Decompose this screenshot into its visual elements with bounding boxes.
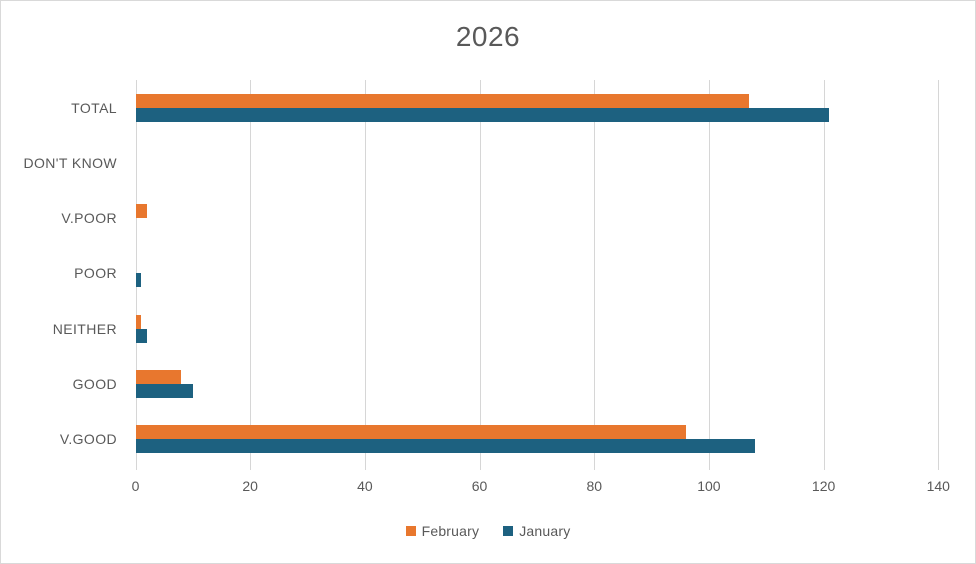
legend-swatch-january (503, 526, 514, 536)
bar-january-neither (135, 328, 147, 343)
bar-february-total (135, 93, 750, 108)
chart-title: 2026 (455, 21, 521, 52)
gridline-20 (250, 80, 252, 470)
legend-label-january: January (519, 523, 571, 539)
category-label-total: TOTAL (71, 99, 117, 116)
x-tick-label-20: 20 (242, 478, 258, 494)
gridline-40 (364, 80, 366, 470)
x-tick-label-140: 140 (926, 478, 950, 494)
category-label-don-t-know: DON'T KNOW (23, 154, 117, 171)
bar-february-v-good (135, 424, 686, 439)
category-label-good: GOOD (72, 375, 117, 392)
x-tick-label-120: 120 (811, 478, 836, 494)
legend-label-february: February (421, 523, 480, 539)
category-label-poor: POOR (74, 265, 117, 282)
bar-january-good (135, 383, 193, 398)
gridline-100 (708, 80, 710, 470)
bar-february-neither (135, 314, 142, 329)
legend-swatch-february (405, 526, 416, 536)
gridline-60 (479, 80, 481, 470)
gridline-120 (823, 80, 825, 470)
bar-january-v-good (135, 438, 755, 453)
bar-january-total (135, 107, 830, 122)
legend-item-january: January (503, 523, 570, 539)
x-tick-label-0: 0 (131, 478, 140, 494)
x-tick-label-100: 100 (697, 478, 721, 494)
x-tick-label-80: 80 (586, 478, 603, 494)
bar-february-good (135, 369, 182, 384)
category-label-v-good: V.GOOD (59, 430, 117, 447)
gridline-140 (938, 80, 940, 470)
legend: February January (1, 523, 975, 539)
bar-february-v-poor (135, 204, 147, 219)
legend-item-february: February (405, 523, 480, 539)
bar-january-poor (135, 273, 142, 288)
x-tick-label-60: 60 (471, 478, 488, 494)
category-label-neither: NEITHER (52, 320, 117, 337)
x-tick-label-40: 40 (357, 478, 373, 494)
gridline-80 (594, 80, 596, 470)
category-label-v-poor: V.POOR (61, 210, 117, 227)
